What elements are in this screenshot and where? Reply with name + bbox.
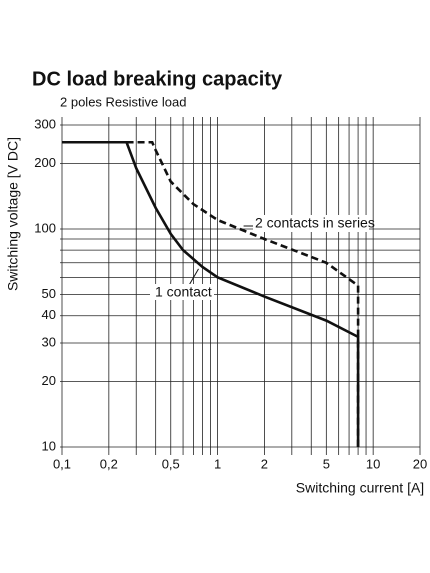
x-tick-label: 0,1 — [53, 456, 71, 471]
y-tick-label: 20 — [42, 373, 56, 388]
x-tick-label: 0,5 — [162, 456, 180, 471]
chart-subtitle: 2 poles Resistive load — [60, 94, 186, 109]
y-tick-label: 50 — [42, 286, 56, 301]
y-tick-label: 200 — [34, 155, 56, 170]
leader-line — [187, 268, 199, 288]
x-tick-label: 0,2 — [100, 456, 118, 471]
x-tick-label: 20 — [413, 456, 427, 471]
y-tick-label: 100 — [34, 220, 56, 235]
x-tick-label: 10 — [366, 456, 380, 471]
series-label: 2 contacts in series — [255, 215, 375, 231]
x-tick-label: 2 — [261, 456, 268, 471]
series-label: 1 contact — [155, 284, 212, 300]
x-axis-label: Switching current [A] — [296, 480, 424, 496]
y-tick-label: 10 — [42, 438, 56, 453]
y-tick-label: 300 — [34, 116, 56, 131]
label-bg — [253, 215, 369, 232]
series-line — [62, 140, 360, 447]
y-tick-label: 30 — [42, 334, 56, 349]
x-tick-label: 5 — [323, 456, 330, 471]
chart-title: DC load breaking capacity — [32, 68, 283, 90]
series-line — [126, 140, 360, 447]
x-tick-label: 1 — [214, 456, 221, 471]
y-axis-label: Switching voltage [V DC] — [5, 137, 21, 291]
label-bg — [150, 284, 214, 300]
y-tick-label: 40 — [42, 307, 56, 322]
